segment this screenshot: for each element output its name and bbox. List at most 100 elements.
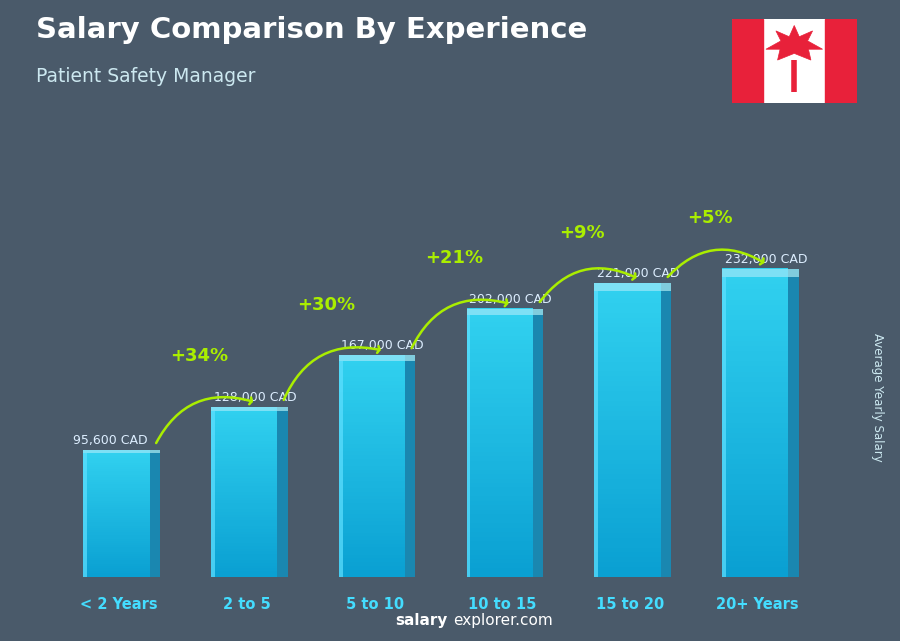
Bar (466, 531, 533, 537)
Bar (338, 506, 405, 510)
Bar (212, 508, 277, 512)
Bar (722, 484, 788, 490)
Bar (594, 464, 661, 469)
Bar (212, 483, 277, 487)
Bar (722, 402, 788, 408)
Bar (594, 571, 661, 577)
Bar (84, 532, 149, 535)
Bar (84, 511, 149, 513)
Bar (338, 369, 405, 374)
Bar (277, 407, 288, 411)
Bar (722, 320, 788, 326)
Bar (338, 444, 405, 447)
Bar (338, 392, 405, 395)
Bar (84, 456, 149, 458)
Bar (338, 484, 405, 488)
Bar (338, 406, 405, 411)
Bar (338, 532, 405, 537)
Bar (722, 494, 788, 500)
Bar (466, 379, 533, 385)
Bar (722, 479, 788, 485)
Bar (788, 269, 798, 577)
Text: 202,000 CAD: 202,000 CAD (469, 293, 552, 306)
Bar (338, 569, 405, 573)
Bar (722, 299, 788, 304)
Bar (722, 371, 788, 377)
Bar (722, 269, 788, 276)
Bar (84, 540, 149, 543)
Bar (212, 435, 277, 438)
Bar (84, 465, 149, 467)
Bar (338, 414, 405, 418)
Bar (466, 496, 533, 501)
Bar (722, 504, 788, 510)
Bar (722, 345, 788, 351)
Bar (722, 428, 788, 433)
Bar (84, 492, 149, 494)
Bar (212, 523, 277, 526)
Bar (594, 307, 661, 313)
Bar (594, 322, 661, 328)
Bar (84, 564, 149, 566)
Text: +9%: +9% (559, 224, 605, 242)
Bar (594, 518, 661, 523)
Bar (84, 537, 149, 539)
Bar (338, 355, 405, 361)
Bar (84, 535, 149, 537)
Bar (594, 498, 661, 504)
Text: 95,600 CAD: 95,600 CAD (73, 434, 148, 447)
Bar (722, 453, 788, 459)
Bar (338, 477, 405, 481)
Bar (466, 522, 533, 528)
Bar (722, 566, 788, 572)
Bar (212, 517, 277, 520)
Bar (594, 332, 661, 337)
Bar (212, 458, 277, 461)
Bar (84, 547, 149, 549)
Bar (722, 361, 788, 367)
Bar (594, 283, 661, 291)
Bar (722, 510, 788, 515)
Bar (84, 483, 149, 486)
Text: explorer.com: explorer.com (453, 613, 553, 628)
Bar (338, 436, 405, 440)
Bar (594, 547, 661, 553)
Bar (84, 507, 149, 509)
Bar (466, 438, 533, 443)
Bar (722, 376, 788, 382)
Bar (594, 351, 661, 357)
Bar (338, 366, 405, 370)
Bar (594, 508, 661, 513)
Text: 15 to 20: 15 to 20 (596, 597, 664, 612)
Bar (84, 450, 149, 453)
Bar (466, 549, 533, 554)
Bar (466, 483, 533, 488)
Bar (212, 480, 277, 483)
Bar (84, 479, 149, 481)
Bar (722, 412, 788, 418)
Bar (212, 557, 277, 560)
Bar (466, 469, 533, 474)
Bar (212, 540, 277, 543)
Bar (212, 438, 277, 441)
Bar (212, 571, 277, 574)
Bar (338, 395, 405, 399)
Bar (338, 403, 405, 407)
Bar (722, 278, 788, 284)
Bar (466, 424, 533, 429)
Bar (594, 381, 661, 386)
Bar (338, 517, 405, 522)
Bar (722, 438, 788, 444)
Bar (212, 440, 277, 444)
Bar (594, 356, 661, 362)
Bar (722, 499, 788, 505)
Bar (722, 335, 788, 341)
Bar (594, 542, 661, 547)
Bar (212, 537, 277, 540)
Bar (722, 422, 788, 428)
Bar (594, 522, 661, 528)
Bar (594, 410, 661, 415)
Bar (466, 510, 533, 514)
Polygon shape (766, 26, 823, 60)
Bar (84, 498, 149, 501)
